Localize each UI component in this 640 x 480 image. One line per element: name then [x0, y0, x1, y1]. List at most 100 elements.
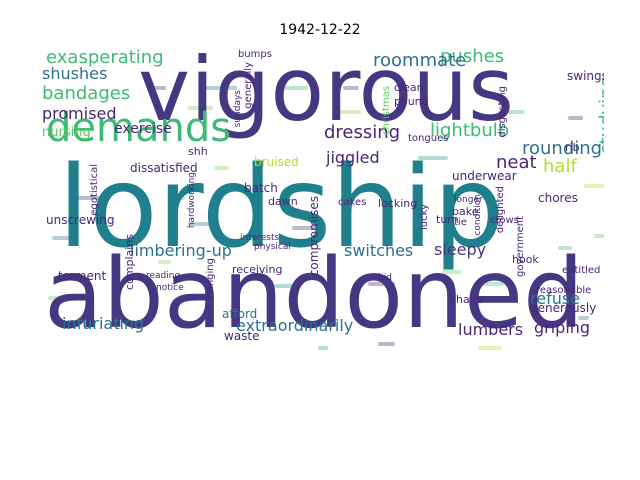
filler-mark — [188, 222, 211, 226]
cloud-word: turn — [436, 213, 459, 226]
cloud-word: reading — [146, 271, 181, 281]
filler-mark — [214, 166, 229, 170]
cloud-word: locking — [378, 197, 418, 210]
cloud-word: rounding — [522, 138, 603, 159]
filler-mark — [318, 346, 328, 350]
cloud-word: hanging — [205, 258, 216, 299]
cloud-word: lightbulb — [430, 120, 510, 141]
cloud-word: underwear — [452, 169, 517, 183]
cloud-word: dissatisfied — [130, 161, 198, 175]
filler-mark — [158, 260, 171, 264]
filler-mark — [343, 86, 359, 90]
cloud-word: entitled — [562, 265, 601, 276]
cloud-word: vigorous — [138, 46, 514, 141]
cloud-word: clean — [394, 81, 424, 94]
filler-mark — [378, 342, 395, 346]
filler-mark — [206, 86, 237, 90]
cloud-word: refuse — [530, 289, 581, 308]
cloud-word: crows — [490, 215, 519, 226]
cloud-word: neat — [496, 152, 537, 173]
cloud-word: roommate — [373, 50, 467, 71]
cloud-word: physical — [254, 242, 291, 252]
filler-mark — [558, 246, 572, 250]
cloud-word: nursing — [42, 125, 91, 140]
cloud-word: cakes — [338, 197, 367, 208]
cloud-word: interests — [240, 233, 280, 243]
cloud-word: chores — [538, 191, 578, 205]
filler-mark — [414, 282, 426, 286]
cloud-word: exercise — [114, 121, 172, 137]
filler-mark — [584, 184, 604, 188]
cloud-word: jiggled — [326, 148, 380, 167]
cloud-word: demands — [46, 105, 232, 151]
filler-mark — [148, 86, 166, 90]
cloud-word: bandages — [42, 83, 131, 104]
cloud-word: generously — [530, 301, 597, 315]
filler-mark — [98, 196, 108, 200]
cloud-word: switches — [344, 241, 414, 260]
cloud-word: studying — [596, 76, 604, 154]
filler-mark — [52, 236, 73, 240]
cloud-word: rib — [565, 141, 580, 154]
cloud-word: lordship — [58, 143, 505, 273]
cloud-word: shh — [188, 145, 208, 158]
cloud-word: longer — [454, 195, 483, 205]
cloud-word: hardworking — [187, 172, 197, 229]
cloud-word: dressing — [324, 122, 401, 143]
cloud-word: government — [515, 216, 526, 277]
cloud-word: half — [543, 156, 577, 177]
filler-mark — [78, 196, 106, 200]
filler-mark — [578, 316, 589, 320]
filler-mark — [442, 270, 461, 274]
cloud-word: pound — [394, 95, 429, 108]
word-cloud: vigorous lordship abandoned demands exaspera… — [38, 46, 604, 352]
cloud-word: receiving — [232, 263, 283, 276]
cloud-word: bruised — [254, 155, 299, 169]
cloud-word: promised — [42, 104, 117, 123]
cloud-word: complains — [123, 234, 136, 291]
cloud-word: christmas — [381, 86, 392, 135]
filler-mark — [594, 234, 604, 238]
cloud-word: pushes — [440, 46, 505, 67]
cloud-word: exasperating — [46, 47, 164, 68]
cloud-word: tongues — [408, 133, 449, 144]
filler-mark — [48, 296, 79, 300]
cloud-word: shushes — [42, 64, 108, 83]
cloud-word: hook — [512, 253, 539, 266]
cloud-word: bid — [378, 273, 392, 283]
cloud-word: chairs — [450, 293, 484, 306]
cloud-word: unscrewing — [46, 213, 115, 227]
cloud-word: extraordinarily — [236, 316, 354, 335]
cloud-word: batch — [244, 181, 278, 195]
filler-mark — [418, 156, 448, 160]
filler-mark — [568, 116, 583, 120]
cloud-word: infuriating — [62, 314, 145, 333]
cloud-word: abandoned — [44, 238, 584, 350]
cloud-word: afford — [222, 307, 258, 321]
chart-title: 1942-12-22 — [279, 22, 361, 38]
cloud-word: lumbers — [458, 320, 524, 339]
cloud-word: sleepy — [434, 240, 487, 259]
cloud-word: lucky — [419, 204, 430, 230]
filler-mark — [368, 282, 395, 286]
cloud-word: compromises — [307, 196, 321, 277]
cloud-word: sundays — [233, 90, 243, 128]
cloud-word: bumps — [238, 49, 272, 60]
cloud-word: bake — [452, 205, 479, 218]
cloud-word: waste — [224, 329, 260, 343]
cloud-word: egotistical — [89, 164, 100, 216]
cloud-word: tie — [454, 217, 467, 228]
cloud-word: torment — [58, 269, 107, 283]
cloud-word: swings — [567, 69, 604, 83]
filler-mark — [508, 110, 524, 114]
filler-mark — [478, 282, 504, 286]
filler-mark — [292, 226, 322, 230]
cloud-word: limbering-up — [130, 241, 232, 260]
filler-mark — [168, 196, 185, 200]
cloud-word: dawn — [268, 195, 298, 208]
filler-mark — [274, 284, 294, 288]
cloud-word: griping — [534, 318, 591, 337]
filler-mark — [338, 110, 361, 114]
filler-mark — [478, 346, 502, 350]
filler-mark — [284, 86, 308, 90]
